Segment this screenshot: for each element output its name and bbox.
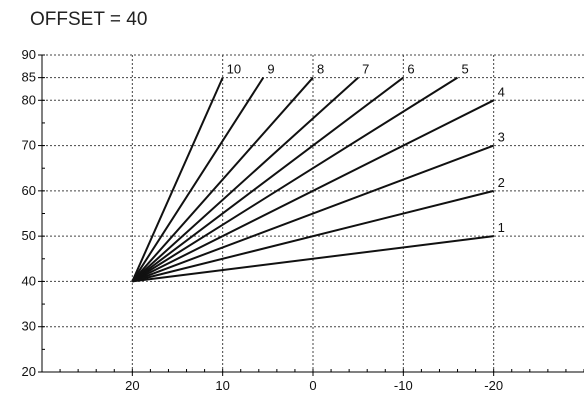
y-tick-label: 30: [22, 319, 36, 334]
curve-line-5: [131, 76, 459, 283]
curve-line-2: [132, 189, 494, 283]
curve-line-7: [131, 76, 359, 283]
curve-label-5: 5: [462, 62, 469, 77]
chart-title: OFFSET = 40: [30, 9, 148, 30]
curve-label-1: 1: [498, 220, 505, 235]
curve-label-8: 8: [317, 62, 324, 77]
curve-label-10: 10: [227, 62, 241, 77]
y-tick-label: 40: [22, 273, 36, 288]
x-tick-label: -10: [394, 378, 413, 393]
y-tick-label: 20: [22, 364, 36, 379]
curve-line-10: [131, 77, 224, 282]
curve-label-4: 4: [498, 84, 505, 99]
curve-line-1: [132, 235, 494, 283]
y-tick-label: 60: [22, 183, 36, 198]
x-tick-label: 0: [309, 378, 316, 393]
curve-label-3: 3: [498, 130, 505, 145]
curve-label-6: 6: [407, 62, 414, 77]
curve-label-9: 9: [267, 62, 274, 77]
curve-label-7: 7: [362, 62, 369, 77]
curve-line-3: [131, 144, 495, 283]
y-tick-label: 80: [22, 92, 36, 107]
x-tick-label: 10: [215, 378, 229, 393]
y-tick-label: 90: [22, 47, 36, 62]
curve-line-9: [131, 77, 265, 282]
x-tick-label: 20: [125, 378, 139, 393]
y-tick-label: 50: [22, 228, 36, 243]
curve-line-8: [131, 76, 314, 283]
curve-line-6: [131, 76, 404, 283]
y-tick-label: 70: [22, 138, 36, 153]
curve-line-4: [131, 99, 495, 283]
curve-label-2: 2: [498, 175, 505, 190]
x-tick-label: -20: [484, 378, 503, 393]
y-tick-label: 85: [22, 70, 36, 85]
